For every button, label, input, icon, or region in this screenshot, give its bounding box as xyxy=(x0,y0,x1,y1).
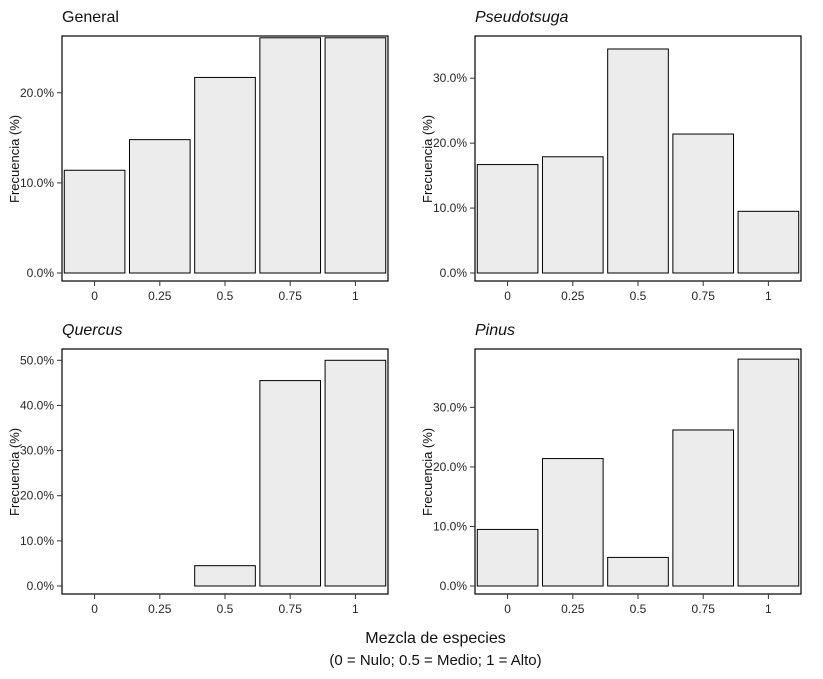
bar-chart-pinus: 0.0% 10.0% 20.0% 30.0% 0 0.25 0.5 0.75 1 xyxy=(433,348,802,616)
y-tick-label: 10.0% xyxy=(20,176,54,190)
bar-chart-general: 0.0% 10.0% 20.0% 0 0.25 0.5 0.75 1 xyxy=(20,35,389,303)
x-tick-label: 0.25 xyxy=(148,289,172,303)
y-axis-title: Frecuencia (%) xyxy=(7,427,22,516)
x-tick-label: 0.25 xyxy=(561,289,585,303)
y-tick-label: 10.0% xyxy=(433,201,467,215)
bar xyxy=(259,380,322,587)
bar xyxy=(672,133,735,274)
panel-title-quercus: Quercus xyxy=(62,322,123,339)
y-axis-title: Frecuencia (%) xyxy=(420,114,435,203)
x-tick-label: 0.75 xyxy=(692,602,716,616)
bar-chart-quercus: 0.0% 10.0% 20.0% 30.0% 40.0% 50.0% 0 0.25 0.5 0.7… xyxy=(20,348,389,616)
y-tick-label: 40.0% xyxy=(20,398,54,412)
bar xyxy=(194,76,256,274)
x-tick-label: 0.5 xyxy=(630,602,647,616)
x-tick-label: 1 xyxy=(352,602,359,616)
x-tick-label: 0 xyxy=(504,289,511,303)
x-tick-label: 1 xyxy=(765,602,772,616)
y-tick-label: 0.0% xyxy=(27,579,55,593)
panel-general: General Frecuencia (%) 0.0% 10.0% 20.0% 0 0.… xyxy=(6,6,406,309)
panel-quercus: Quercus Frecuencia (%) 0.0% 10.0% 20.0% 30.… xyxy=(6,319,406,622)
y-tick-label: 10.0% xyxy=(20,534,54,548)
y-tick-label: 0.0% xyxy=(440,266,468,280)
x-tick-label: 0 xyxy=(91,602,98,616)
chart-grid: General Frecuencia (%) 0.0% 10.0% 20.0% 0 0.… xyxy=(6,6,819,622)
x-tick-label: 0.25 xyxy=(148,602,172,616)
bar xyxy=(63,169,126,274)
panel-title-pinus: Pinus xyxy=(475,322,516,339)
y-tick-label: 0.0% xyxy=(440,579,468,593)
bar xyxy=(737,210,800,274)
x-tick-label: 0.75 xyxy=(279,602,303,616)
y-tick-label: 20.0% xyxy=(433,460,467,474)
bar xyxy=(737,358,800,587)
x-axis-note: (0 = Nulo; 0.5 = Medio; 1 = Alto) xyxy=(329,652,542,669)
figure: General Frecuencia (%) 0.0% 10.0% 20.0% 0 0.… xyxy=(6,6,819,669)
x-tick-label: 0 xyxy=(91,289,98,303)
y-tick-label: 30.0% xyxy=(433,400,467,414)
x-tick-label: 0.5 xyxy=(217,289,234,303)
x-tick-label: 0.5 xyxy=(630,289,647,303)
bar-chart-pseudotsuga: 0.0% 10.0% 20.0% 30.0% 0 0.25 0.5 0.75 1 xyxy=(433,35,802,303)
x-tick-label: 0.75 xyxy=(279,289,303,303)
y-tick-label: 20.0% xyxy=(433,136,467,150)
panel-body-quercus: Frecuencia (%) 0.0% 10.0% 20.0% 30.0% 40.0% 5… xyxy=(6,345,406,622)
bar xyxy=(607,48,669,274)
x-tick-label: 0 xyxy=(504,602,511,616)
x-tick-label: 1 xyxy=(352,289,359,303)
x-axis-title: Mezcla de especies xyxy=(365,630,506,647)
bar xyxy=(324,37,387,274)
panel-body-general: Frecuencia (%) 0.0% 10.0% 20.0% 0 0.25 0.5 0.7… xyxy=(6,32,406,309)
y-axis-title: Frecuencia (%) xyxy=(7,114,22,203)
bar xyxy=(541,458,604,587)
panel-body-pseudotsuga: Frecuencia (%) 0.0% 10.0% 20.0% 30.0% 0 0.25 0… xyxy=(419,32,819,309)
bar xyxy=(194,565,256,587)
x-tick-label: 1 xyxy=(765,289,772,303)
bar xyxy=(607,556,669,587)
x-tick-label: 0.75 xyxy=(692,289,716,303)
panel-pseudotsuga: Pseudotsuga Frecuencia (%) 0.0% 10.0% 20.0… xyxy=(419,6,819,309)
panel-title-pseudotsuga: Pseudotsuga xyxy=(475,9,569,26)
y-axis-title: Frecuencia (%) xyxy=(420,427,435,516)
x-tick-label: 0.25 xyxy=(561,602,585,616)
panel-pinus: Pinus Frecuencia (%) 0.0% 10.0% 20.0% 30.0%… xyxy=(419,319,819,622)
bar xyxy=(672,429,735,587)
bar xyxy=(476,164,539,274)
y-tick-label: 50.0% xyxy=(20,353,54,367)
y-tick-label: 30.0% xyxy=(433,71,467,85)
bar xyxy=(259,37,322,274)
y-tick-label: 10.0% xyxy=(433,519,467,533)
y-tick-label: 30.0% xyxy=(20,444,54,458)
bar xyxy=(541,156,604,274)
y-tick-label: 0.0% xyxy=(27,266,55,280)
bar xyxy=(324,359,387,587)
y-tick-label: 20.0% xyxy=(20,489,54,503)
x-axis-caption: Mezcla de especies (0 = Nulo; 0.5 = Medi… xyxy=(6,630,819,669)
panel-body-pinus: Frecuencia (%) 0.0% 10.0% 20.0% 30.0% 0 0.25 0… xyxy=(419,345,819,622)
x-tick-label: 0.5 xyxy=(217,602,234,616)
panel-title-general: General xyxy=(62,9,119,26)
bar xyxy=(128,139,191,274)
bar xyxy=(476,528,539,587)
y-tick-label: 20.0% xyxy=(20,86,54,100)
